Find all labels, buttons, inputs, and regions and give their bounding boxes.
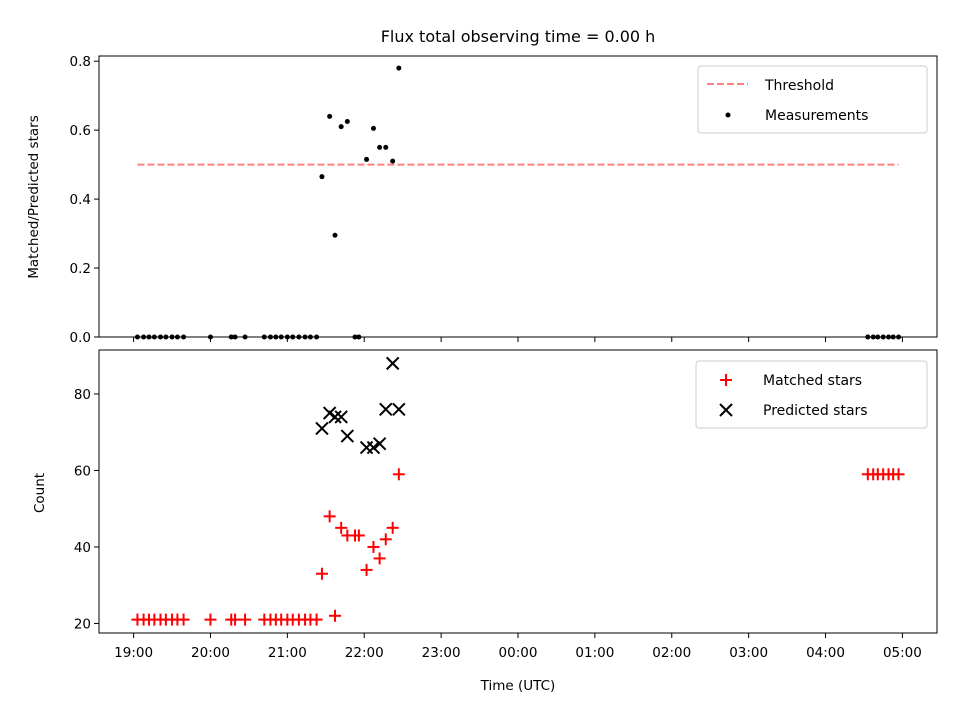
measurement-point <box>383 144 389 150</box>
legend-matched-label: Matched stars <box>763 373 862 389</box>
measurement-point <box>377 144 383 150</box>
x-tick-label: 19:00 <box>114 645 153 661</box>
ratio-y-axis-label: Matched/Predicted stars <box>26 115 42 278</box>
matched-star-point <box>335 521 348 534</box>
x-tick-label: 00:00 <box>499 645 538 661</box>
measurement-point <box>338 124 344 130</box>
predicted-star-point <box>366 440 381 455</box>
x-tick-label: 05:00 <box>883 645 922 661</box>
count-marks <box>131 356 905 626</box>
x-tick-label: 02:00 <box>652 645 691 661</box>
ratio-y-tick-label: 0.2 <box>70 261 91 277</box>
predicted-star-point <box>385 356 400 371</box>
matched-star-point <box>379 533 392 546</box>
x-tick-label: 23:00 <box>422 645 461 661</box>
legend-threshold-label: Threshold <box>764 78 834 94</box>
measurement-point <box>364 156 370 162</box>
measurement-point <box>344 119 350 125</box>
x-tick-label: 03:00 <box>729 645 768 661</box>
legend-measurements-swatch <box>725 112 731 118</box>
ratio-ticks: 0.0 0.2 0.4 0.6 0.8 <box>70 54 903 346</box>
count-y-tick-label: 20 <box>74 616 91 632</box>
matched-star-point <box>360 563 373 576</box>
matched-star-point <box>310 613 323 626</box>
matched-star-point <box>323 510 336 523</box>
measurement-point <box>327 113 333 119</box>
measurement-point <box>390 158 396 164</box>
matched-star-point <box>386 521 399 534</box>
ratio-legend-frame <box>697 65 928 134</box>
count-ticks: 20 40 60 80 19:00 20:00 21:00 22:00 23:00 00:00 01… <box>74 387 922 661</box>
matched-star-point <box>392 468 405 481</box>
figure-title: Flux total observing time = 0.00 h <box>381 27 656 46</box>
predicted-star-point <box>340 429 355 443</box>
matched-star-point <box>367 540 380 553</box>
ratio-axes-frame <box>98 55 938 338</box>
matched-star-point <box>239 613 252 626</box>
x-tick-label: 04:00 <box>806 645 845 661</box>
x-tick-label: 21:00 <box>268 645 307 661</box>
matched-star-point <box>892 468 905 481</box>
matched-star-point <box>373 552 386 565</box>
matched-star-point <box>204 613 217 626</box>
ratio-panel: 0.00.20.40.60.8 Matched/Predicted stars … <box>26 54 938 346</box>
x-tick-label: 01:00 <box>575 645 614 661</box>
count-panel: 20 40 60 80 19:00 20:00 21:00 22:00 23:00 00:00 01… <box>32 349 938 694</box>
count-y-tick-label: 80 <box>74 387 91 403</box>
measurement-point <box>396 65 402 71</box>
predicted-star-point <box>328 410 342 424</box>
x-tick-label: 22:00 <box>345 645 384 661</box>
matched-star-point <box>352 529 365 542</box>
predicted-star-point <box>372 436 387 451</box>
count-legend: Matched stars Predicted stars <box>695 360 928 429</box>
matched-star-point <box>315 567 328 580</box>
predicted-star-point <box>392 402 406 416</box>
legend-matched-swatch <box>720 374 732 386</box>
count-y-tick-label: 40 <box>74 540 91 556</box>
matched-star-point <box>177 613 190 626</box>
count-axes-frame <box>98 349 938 634</box>
ratio-y-tick-label: 0.4 <box>70 192 91 208</box>
legend-predicted-swatch <box>719 403 733 417</box>
measurement-point <box>332 232 338 238</box>
legend-measurements-label: Measurements <box>765 108 868 124</box>
x-axis-label: Time (UTC) <box>480 678 556 694</box>
count-legend-frame <box>695 360 928 429</box>
x-tick-label: 20:00 <box>191 645 230 661</box>
ratio-y-tick-label: 0.6 <box>70 123 91 139</box>
predicted-star-point <box>315 421 329 436</box>
ratio-y-tick-label: 0.0 <box>70 330 91 346</box>
measurement-point <box>370 125 376 131</box>
predicted-star-point <box>334 410 348 424</box>
measurement-point <box>319 174 325 180</box>
ratio-y-tick-label: 0.8 <box>70 54 91 70</box>
legend-predicted-label: Predicted stars <box>763 403 868 419</box>
ratio-legend: Threshold Measurements <box>697 65 928 134</box>
count-y-tick-label: 60 <box>74 463 91 479</box>
count-y-axis-label: Count <box>32 473 48 513</box>
predicted-star-point <box>379 402 393 416</box>
matched-star-point <box>329 609 342 622</box>
